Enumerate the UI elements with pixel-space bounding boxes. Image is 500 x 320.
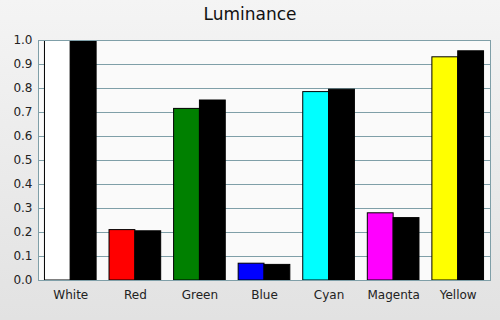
html-text:Luminance: Luminance (203, 4, 297, 24)
svg-text:Yellow: Yellow (439, 288, 477, 302)
svg-text:1.0: 1.0 (13, 33, 32, 47)
svg-text:0.3: 0.3 (13, 201, 32, 215)
svg-text:Cyan: Cyan (314, 288, 344, 302)
svg-text:0.1: 0.1 (13, 249, 32, 263)
svg-text:Blue: Blue (251, 288, 278, 302)
svg-text:0.5: 0.5 (13, 153, 32, 167)
svg-text:0.9: 0.9 (13, 57, 32, 71)
svg-text:0.2: 0.2 (13, 225, 32, 239)
svg-text:0.6: 0.6 (13, 129, 32, 143)
svg-text:Magenta: Magenta (367, 288, 419, 302)
svg-text:0.8: 0.8 (13, 81, 32, 95)
svg-text:Red: Red (124, 288, 147, 302)
svg-text:White: White (53, 288, 88, 302)
svg-text:0.0: 0.0 (13, 273, 32, 287)
svg-text:Green: Green (182, 288, 218, 302)
svg-text:0.4: 0.4 (13, 177, 32, 191)
svg-text:0.7: 0.7 (13, 105, 32, 119)
